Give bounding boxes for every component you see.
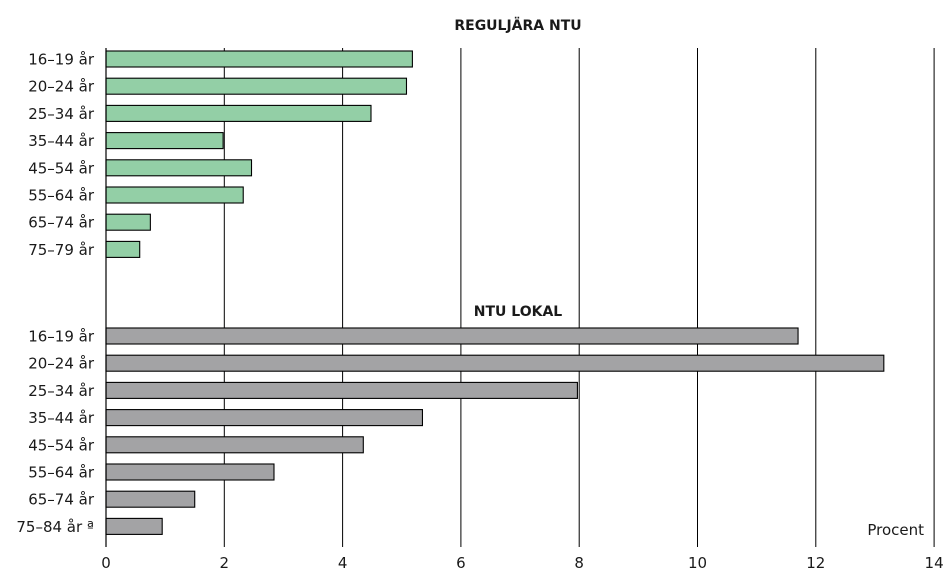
category-labels: 16–19 år 20–24 år 25–34 år 35–44 år 45–54 år…	[16, 51, 94, 536]
bar	[105, 159, 253, 177]
category-label: 35–44 år	[28, 132, 95, 150]
category-label: 25–34 år	[28, 382, 95, 400]
category-label: 75–84 år ª	[16, 518, 94, 536]
bar	[105, 104, 372, 122]
x-tick-label: 14	[925, 554, 944, 572]
category-label: 55–64 år	[28, 464, 95, 482]
category-label: 65–74 år	[28, 491, 95, 509]
category-label: 20–24 år	[28, 355, 95, 373]
gridlines	[223, 48, 935, 547]
x-tick-label: 12	[806, 554, 825, 572]
x-tick-label: 4	[338, 554, 348, 572]
x-tick-label: 8	[574, 554, 584, 572]
category-label: 55–64 år	[28, 187, 95, 205]
x-tick-labels: 0 2 4 6 8 10 12 14	[101, 554, 943, 572]
category-label: 16–19 år	[28, 328, 95, 346]
bar	[105, 517, 163, 535]
unit-label: Procent	[867, 521, 924, 539]
bar	[105, 50, 413, 68]
bar	[105, 327, 799, 345]
category-label: 45–54 år	[28, 159, 95, 177]
panel-titles: REGULJÄRA NTU NTU LOKAL	[454, 17, 581, 320]
x-tick-label: 10	[688, 554, 707, 572]
bar	[105, 213, 151, 231]
bar	[105, 186, 244, 204]
category-label: 65–74 år	[28, 214, 95, 232]
panel-title: REGULJÄRA NTU	[454, 17, 581, 34]
x-tick-label: 2	[220, 554, 230, 572]
x-tick-label: 6	[456, 554, 466, 572]
bar	[105, 463, 275, 481]
bars	[105, 50, 885, 535]
bar	[105, 132, 224, 150]
x-tick-label: 0	[101, 554, 111, 572]
bar	[105, 381, 578, 399]
panel-title: NTU LOKAL	[474, 304, 563, 320]
bar	[105, 490, 196, 508]
bar	[105, 409, 424, 427]
bar	[105, 240, 141, 258]
category-label: 75–79 år	[28, 241, 95, 259]
category-label: 20–24 år	[28, 78, 95, 96]
category-label: 25–34 år	[28, 105, 95, 123]
bar	[105, 77, 408, 95]
category-label: 16–19 år	[28, 51, 95, 69]
bar	[105, 354, 885, 372]
category-label: 35–44 år	[28, 409, 95, 427]
category-label: 45–54 år	[28, 436, 95, 454]
bar	[105, 436, 364, 454]
